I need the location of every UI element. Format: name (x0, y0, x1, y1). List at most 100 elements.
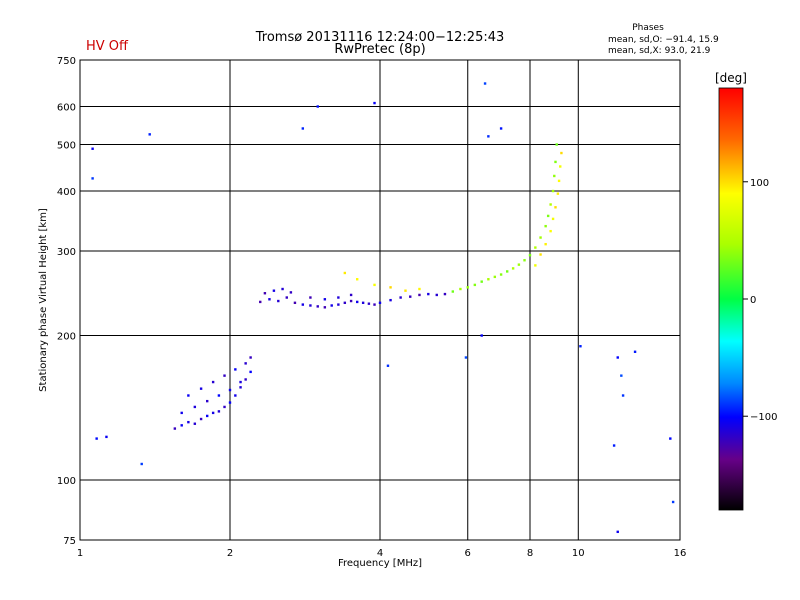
data-point (633, 350, 637, 353)
data-point (355, 278, 359, 281)
data-point (669, 437, 672, 440)
data-point (349, 293, 353, 297)
data-point (268, 298, 271, 301)
data-point (389, 298, 392, 302)
data-point (409, 295, 412, 298)
y-tick-labels: 75 100 200 300 400 500 600 750 (57, 56, 76, 547)
data-point (671, 500, 675, 504)
data-point (173, 427, 177, 430)
data-point (234, 394, 237, 397)
data-point (148, 133, 151, 136)
data-point (95, 437, 98, 440)
hv-status-label: HV Off (86, 39, 129, 54)
data-point (249, 356, 252, 359)
data-point (217, 410, 221, 413)
x-tick-label: 1 (77, 548, 83, 559)
data-point (285, 296, 288, 299)
data-point (528, 254, 532, 257)
data-point (373, 303, 376, 306)
data-point (343, 301, 347, 305)
colorbar (718, 87, 744, 511)
data-point (435, 293, 438, 297)
data-point (517, 263, 521, 266)
data-point (349, 299, 353, 303)
data-point (217, 394, 221, 397)
data-point (323, 306, 327, 309)
data-point (579, 345, 582, 348)
data-point (223, 374, 226, 377)
data-point (309, 304, 312, 307)
data-point (187, 420, 190, 424)
chart-title: Tromsø 20131116 12:24:00−12:25:43 (255, 30, 505, 45)
data-point (281, 287, 284, 291)
data-point (193, 405, 197, 409)
data-point (187, 394, 190, 397)
stats-line-x: mean, sd,X: 93.0, 21.9 (608, 46, 711, 56)
data-point (534, 264, 537, 267)
y-tick-label: 750 (57, 56, 76, 67)
data-point (555, 143, 558, 146)
y-tick-label: 200 (57, 332, 76, 343)
y-tick-label: 400 (57, 187, 76, 198)
data-point (343, 271, 347, 275)
data-point (418, 293, 421, 297)
data-point (293, 301, 297, 305)
data-point (487, 135, 490, 138)
data-point (309, 296, 312, 299)
data-point (493, 275, 497, 279)
data-point (239, 386, 242, 389)
data-point (211, 411, 215, 415)
data-point (505, 270, 509, 273)
data-point (355, 300, 359, 304)
data-point (427, 292, 430, 296)
data-point (211, 380, 215, 384)
x-tick-label: 4 (377, 548, 383, 559)
data-point (466, 286, 469, 289)
data-point (263, 292, 267, 295)
data-point (473, 283, 477, 287)
data-point (277, 299, 280, 303)
stats-line-o: mean, sd,O: −91.4, 15.9 (608, 35, 719, 45)
data-point (480, 334, 483, 337)
data-point (539, 253, 542, 256)
data-point (389, 286, 392, 289)
data-point (544, 224, 547, 228)
data-point (316, 305, 319, 308)
data-point (480, 280, 483, 283)
data-point (289, 291, 293, 294)
data-point (373, 101, 376, 105)
data-point (523, 259, 526, 262)
y-tick-label: 75 (63, 536, 76, 547)
data-point (551, 189, 555, 193)
data-point (205, 414, 209, 418)
data-point (546, 214, 550, 218)
data-point (228, 388, 232, 392)
data-point (451, 290, 455, 293)
y-tick-label: 300 (57, 247, 76, 258)
data-point (616, 356, 619, 359)
data-point (205, 399, 209, 403)
data-point (551, 217, 555, 221)
data-point (544, 242, 547, 246)
x-tick-labels: 1 2 4 6 8 10 16 (77, 548, 687, 559)
data-point (511, 267, 515, 270)
data-point (418, 287, 421, 291)
x-tick-label: 8 (527, 548, 533, 559)
grid-lines (80, 60, 680, 540)
data-point (483, 82, 487, 85)
data-point (301, 303, 305, 306)
data-point (91, 177, 94, 180)
data-point (323, 298, 327, 301)
data-point (612, 444, 616, 447)
x-tick-label: 10 (572, 548, 585, 559)
data-point (621, 394, 625, 397)
data-point (499, 127, 503, 130)
colorbar-tick-label: 100 (750, 178, 769, 189)
data-point (180, 411, 183, 415)
data-point (249, 370, 252, 374)
x-tick-label: 6 (465, 548, 471, 559)
x-tick-label: 16 (674, 548, 687, 559)
data-point (443, 292, 447, 296)
data-point (499, 273, 503, 276)
data-point (91, 147, 94, 150)
